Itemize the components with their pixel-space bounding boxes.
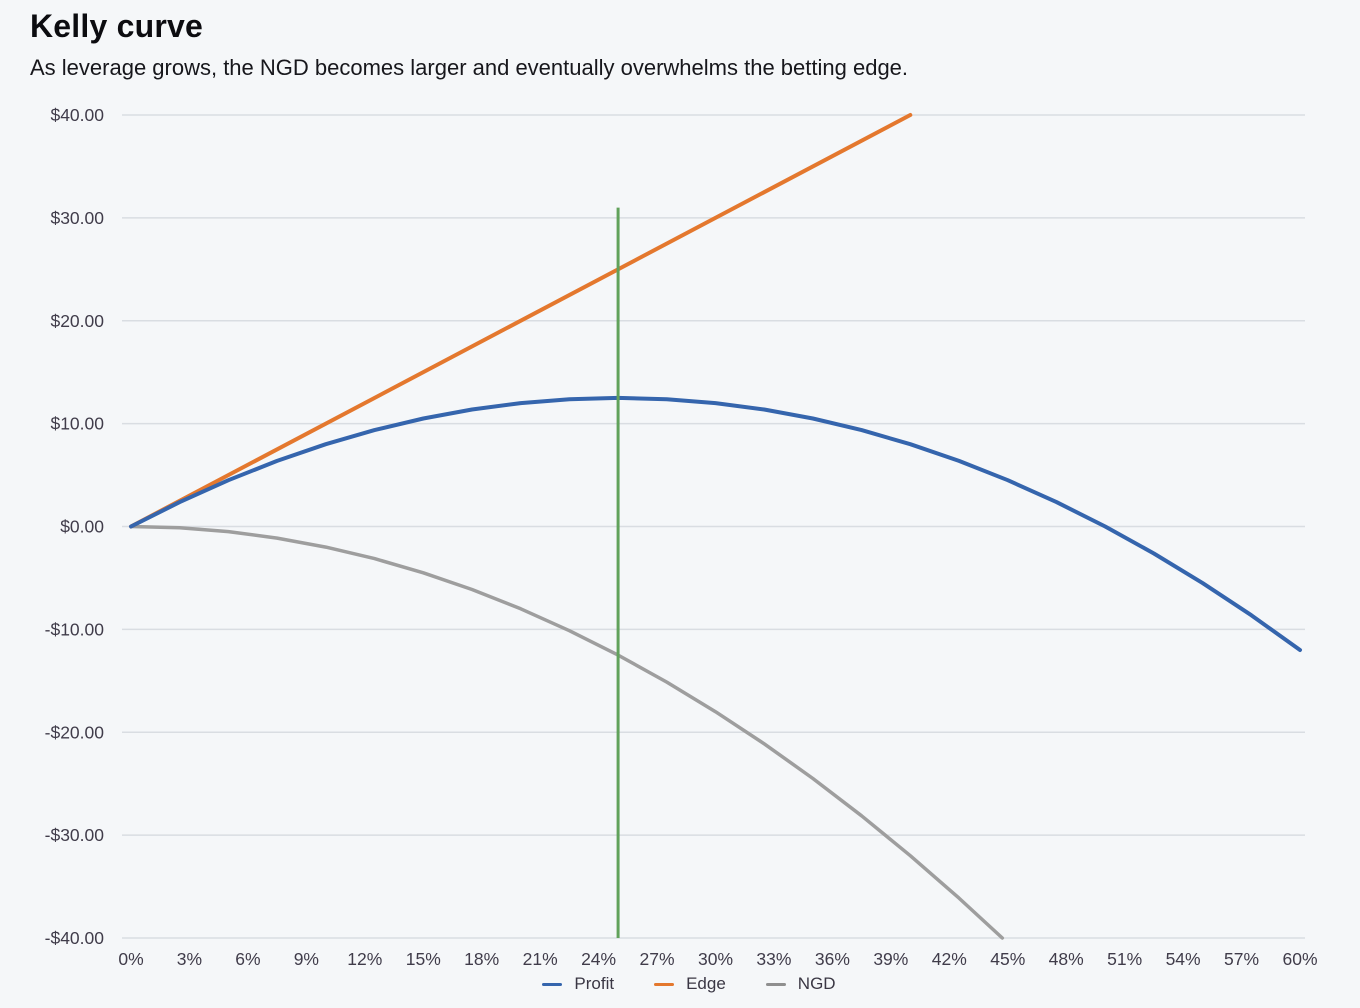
legend-item-profit: Profit [542, 974, 614, 994]
legend-label: Profit [574, 974, 615, 993]
x-tick-label: 39% [873, 949, 908, 969]
x-tick-label: 0% [118, 949, 143, 969]
x-tick-label: 24% [581, 949, 616, 969]
x-tick-label: 36% [815, 949, 850, 969]
profit-line [129, 395, 1302, 652]
page-title: Kelly curve [30, 8, 203, 44]
y-tick-label: -$10.00 [45, 619, 105, 639]
legend-swatch-profit [542, 982, 563, 986]
x-tick-label: 6% [235, 949, 260, 969]
x-tick-label: 54% [1166, 949, 1201, 969]
x-tick-label: 3% [177, 949, 202, 969]
y-tick-label: -$20.00 [45, 722, 105, 742]
x-tick-label: 12% [347, 949, 382, 969]
y-tick-label: $0.00 [60, 517, 104, 537]
x-tick-label: 27% [640, 949, 675, 969]
x-tick-label: 57% [1224, 949, 1259, 969]
x-tick-label: 48% [1049, 949, 1084, 969]
y-tick-label: -$40.00 [45, 928, 105, 948]
legend-swatch-edge [654, 982, 675, 986]
chart-legend: Profit Edge NGD [0, 974, 1360, 994]
x-tick-label: 42% [932, 949, 967, 969]
edge-line [129, 113, 913, 529]
x-tick-label: 51% [1107, 949, 1142, 969]
x-tick-label: 30% [698, 949, 733, 969]
y-tick-label: $20.00 [50, 311, 104, 331]
y-tick-label: $10.00 [50, 414, 104, 434]
x-tick-label: 33% [756, 949, 791, 969]
y-tick-label: -$30.00 [45, 825, 105, 845]
x-tick-label: 18% [464, 949, 499, 969]
x-tick-label: 45% [990, 949, 1025, 969]
x-tick-label: 21% [523, 949, 558, 969]
x-tick-label: 60% [1282, 949, 1317, 969]
page-subtitle: As leverage grows, the NGD becomes large… [30, 55, 909, 80]
y-tick-label: $40.00 [50, 105, 104, 125]
y-tick-label: $30.00 [50, 208, 104, 228]
legend-item-edge: Edge [654, 974, 726, 994]
ngd-line [129, 524, 1005, 940]
legend-label: Edge [686, 974, 726, 993]
legend-swatch-ngd [765, 982, 786, 986]
x-tick-label: 9% [294, 949, 319, 969]
x-tick-label: 15% [406, 949, 441, 969]
legend-label: NGD [797, 974, 836, 993]
legend-item-ngd: NGD [765, 974, 836, 994]
